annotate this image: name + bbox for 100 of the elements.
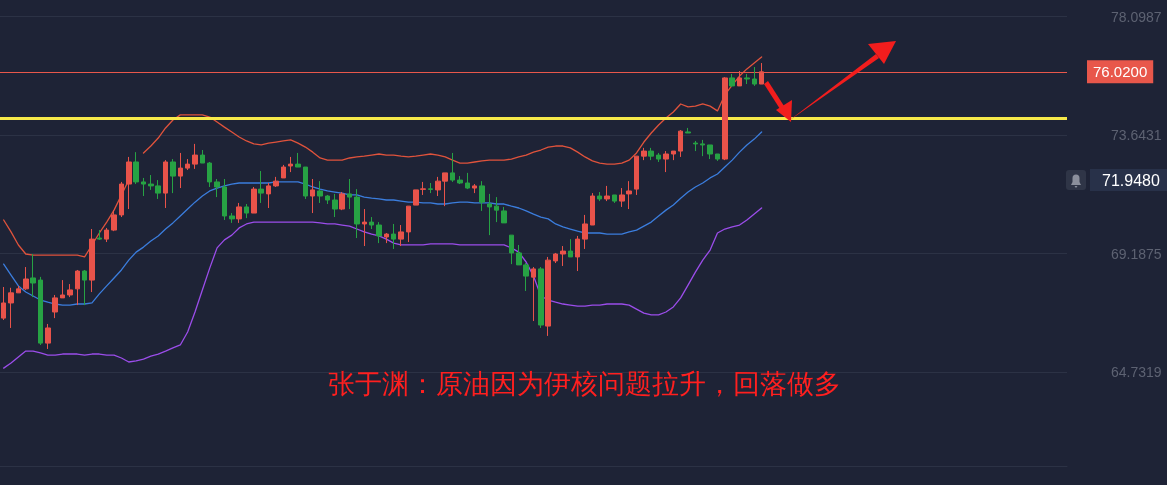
candlestick	[222, 178, 227, 221]
candlestick	[428, 182, 433, 194]
candlestick	[553, 252, 558, 264]
candlestick	[273, 176, 279, 188]
candlestick	[16, 285, 21, 294]
candlestick	[288, 156, 293, 173]
candlestick	[317, 180, 323, 204]
ref-line-label: 76.0200	[1093, 63, 1148, 81]
line-series	[3, 131, 763, 306]
candlestick	[295, 152, 301, 168]
candlestick	[700, 139, 705, 157]
candlestick	[170, 158, 176, 194]
candlestick	[479, 180, 485, 212]
candlestick	[310, 178, 315, 214]
candlestick	[406, 205, 411, 243]
candlestick	[244, 203, 249, 219]
candlestick	[281, 164, 286, 179]
y-tick-label: 64.7319	[1111, 364, 1162, 381]
candlestick	[744, 73, 750, 85]
candlestick	[141, 177, 146, 197]
candlestick	[752, 66, 757, 87]
candlestick	[82, 269, 87, 306]
candlestick	[641, 147, 647, 161]
candlestick	[192, 143, 198, 170]
candlestick	[663, 150, 669, 173]
annotation: 张于渊：原油因为伊核问题拉升，回落做多	[328, 368, 841, 399]
candlestick	[200, 149, 205, 164]
candlestick	[582, 214, 588, 250]
candlestick	[23, 266, 29, 291]
candlestick	[656, 152, 661, 163]
candlestick	[178, 152, 183, 189]
candlestick	[30, 253, 36, 298]
candlestick	[251, 186, 257, 214]
candlestick	[604, 185, 610, 202]
candlestick	[376, 221, 382, 244]
candlestick	[590, 192, 595, 226]
candlestick	[347, 178, 352, 210]
candlestick	[163, 159, 168, 209]
candlestick	[398, 224, 404, 247]
candlestick	[391, 223, 396, 250]
candlestick	[384, 232, 389, 244]
candlestick	[729, 73, 735, 88]
candlestick	[45, 323, 51, 350]
candlestick	[715, 153, 720, 162]
candlestick	[339, 191, 345, 211]
candlestick	[325, 194, 330, 205]
candlestick	[575, 235, 580, 272]
candlestick	[1, 286, 6, 321]
candlestick	[707, 144, 713, 160]
candlestick	[722, 76, 728, 161]
candlestick	[472, 183, 477, 194]
candlestick	[685, 127, 691, 134]
candlestick	[133, 151, 139, 185]
candlestick	[560, 245, 566, 267]
candlestick	[229, 212, 235, 224]
candlestick	[75, 269, 80, 306]
candlestick	[126, 156, 132, 210]
candlestick	[104, 227, 109, 243]
candlestick	[354, 188, 360, 239]
candlestick	[214, 178, 220, 198]
candlestick	[60, 279, 65, 299]
candlestick	[457, 175, 463, 185]
candlestick	[8, 287, 14, 329]
candlestick	[612, 194, 617, 204]
line-series	[3, 207, 763, 369]
candlestick	[450, 152, 455, 183]
candlestick	[258, 170, 264, 204]
candlestick	[303, 166, 308, 200]
candlestick	[465, 172, 470, 190]
candlestick	[678, 129, 683, 158]
candlestick	[185, 158, 190, 171]
candlestick	[236, 202, 242, 224]
y-tick-label: 69.1875	[1111, 245, 1162, 262]
candlestick	[266, 182, 271, 209]
text: 71.9480	[1102, 171, 1160, 189]
candlestick	[369, 216, 374, 230]
candlestick	[634, 155, 639, 196]
candlestick	[67, 283, 73, 298]
candlestick	[501, 206, 507, 224]
candlestick	[487, 193, 492, 236]
candlestick	[111, 209, 117, 232]
candlestick	[494, 196, 499, 223]
candlestick	[362, 208, 367, 247]
candlestick	[207, 161, 212, 188]
candlestick	[332, 193, 338, 218]
y-tick-label: 73.6431	[1111, 127, 1162, 144]
candlestick	[119, 181, 124, 218]
candlestick	[568, 238, 573, 258]
candlestick	[693, 140, 698, 152]
candlestick	[52, 294, 58, 319]
candlestick	[531, 266, 536, 322]
candlestick	[671, 150, 676, 161]
candlestick	[97, 229, 102, 241]
candlestick	[545, 256, 551, 337]
candlestick	[648, 147, 654, 161]
y-tick-label: 78.0987	[1111, 8, 1162, 25]
candlestick	[509, 234, 514, 265]
candlestick	[597, 191, 602, 202]
candlestick	[38, 276, 43, 346]
candlestick	[89, 228, 95, 293]
